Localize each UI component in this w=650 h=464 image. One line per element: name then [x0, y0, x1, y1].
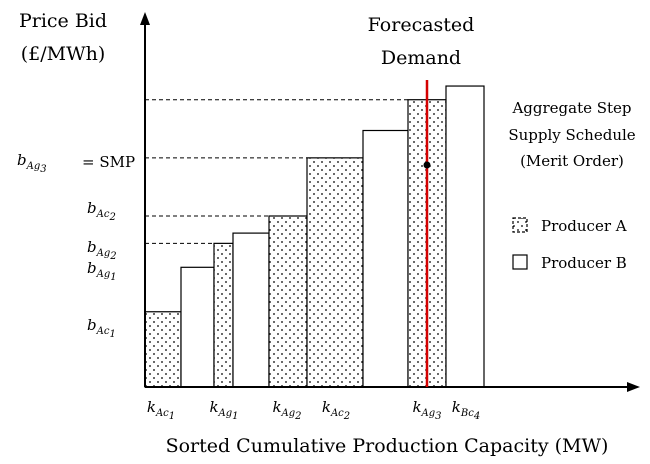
price-level-guides — [145, 99, 408, 244]
price-label-bac1: bAc1 — [87, 316, 116, 340]
y-axis-arrow-icon — [140, 12, 150, 25]
legend-label-producer-b: Producer B — [541, 254, 627, 272]
legend-swatch-producer-b — [512, 254, 528, 270]
smp-suffix: = SMP — [82, 153, 135, 171]
legend-label-producer-a: Producer A — [541, 217, 627, 235]
supply-block-producer-b-4 — [232, 232, 270, 388]
supply-block-producer-b-9 — [445, 85, 485, 388]
price-label-bac2: bAc2 — [87, 199, 116, 223]
capacity-label-kag1: kAg1 — [209, 398, 238, 422]
schedule-label-line3: (Merit Order) — [520, 152, 624, 170]
supply-block-producer-a-5 — [268, 215, 308, 388]
y-axis-title-line1: Price Bid — [19, 10, 107, 32]
capacity-label-kac1: kAc1 — [147, 398, 175, 422]
smp-intersection-point — [423, 161, 431, 169]
price-label-bag3: bAg3 — [17, 151, 47, 175]
x-axis-arrow-icon — [627, 382, 640, 392]
capacity-labels: kAc1 kAg1 kAg2 kAc2 kAg3 kBc4 — [147, 398, 480, 422]
schedule-label-line1: Aggregate Step — [511, 99, 631, 117]
x-axis-title: Sorted Cumulative Production Capacity (M… — [166, 435, 609, 457]
capacity-label-kag2: kAg2 — [272, 398, 301, 422]
schedule-label-line2: Supply Schedule — [508, 126, 635, 144]
supply-block-producer-a-3 — [213, 242, 234, 388]
supply-blocks — [144, 85, 485, 388]
supply-block-producer-b-2 — [180, 266, 215, 388]
legend-swatch-producer-a — [512, 217, 528, 233]
capacity-label-kbc4: kBc4 — [452, 398, 480, 422]
y-axis-title-line2: (£/MWh) — [21, 43, 106, 65]
price-label-bag2: bAg2 — [87, 238, 117, 262]
capacity-label-kag3: kAg3 — [412, 398, 441, 422]
price-label-bag1: bAg1 — [87, 259, 117, 283]
supply-block-producer-a-1 — [144, 311, 182, 388]
supply-block-producer-b-7 — [362, 129, 409, 388]
forecast-label-line1: Forecasted — [368, 14, 475, 36]
capacity-label-kac2: kAc2 — [322, 398, 350, 422]
supply-block-producer-a-6 — [306, 157, 364, 388]
forecast-label-line2: Demand — [381, 47, 461, 69]
legend: Producer A Producer B — [512, 217, 627, 272]
